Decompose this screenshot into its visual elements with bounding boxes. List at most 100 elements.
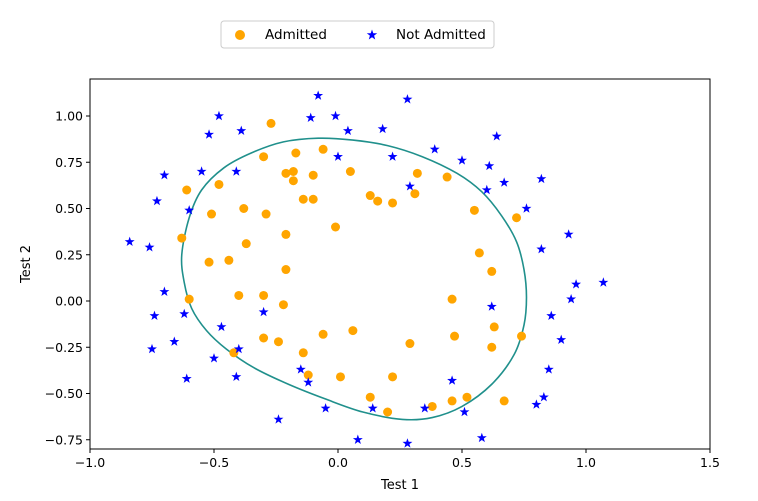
point-admitted [266,118,276,128]
point-not-admitted [184,205,195,215]
point-admitted [308,170,318,180]
point-not-admitted [295,364,306,374]
point-not-admitted [459,406,470,417]
y-tick-label: −0.50 [45,386,83,401]
point-not-admitted [486,301,497,311]
point-admitted [273,337,283,347]
x-tick-label: 0.0 [328,455,348,470]
point-not-admitted [556,334,567,345]
y-tick-label: −0.25 [45,340,83,355]
point-admitted [499,396,509,406]
point-not-admitted [305,112,316,123]
point-not-admitted [367,403,378,413]
point-not-admitted [147,343,157,354]
point-not-admitted [159,286,170,296]
legend-marker-not-admitted [366,29,378,40]
point-admitted [214,179,224,189]
x-tick-label: −1.0 [75,455,105,470]
x-tick-label: −0.5 [199,455,229,470]
point-admitted [259,152,269,162]
point-not-admitted [546,310,557,321]
point-admitted [288,167,298,176]
point-not-admitted [429,144,440,154]
data-points-layer [124,90,609,448]
point-not-admitted [566,293,577,304]
point-not-admitted [333,151,343,161]
point-not-admitted [231,166,242,176]
point-admitted [487,266,497,276]
y-tick-label: 1.00 [55,109,83,124]
point-admitted [239,204,249,213]
y-tick-label: 0.25 [55,247,83,262]
y-tick-label: 0.75 [55,155,83,170]
point-not-admitted [179,308,190,319]
point-not-admitted [476,432,487,443]
point-not-admitted [214,110,224,121]
point-not-admitted [124,236,135,247]
point-admitted [469,205,479,215]
point-admitted [224,255,234,265]
point-admitted [450,331,460,341]
point-not-admitted [342,125,353,136]
decision-boundary-curve [180,137,528,421]
point-not-admitted [152,195,162,206]
point-not-admitted [258,306,269,317]
y-tick-label: 0.50 [55,201,83,216]
point-not-admitted [236,125,247,136]
point-admitted [365,392,375,402]
point-admitted [345,167,355,176]
point-not-admitted [531,399,542,409]
point-admitted [427,401,437,411]
x-tick-label: 1.0 [576,455,596,470]
point-not-admitted [484,160,495,171]
point-not-admitted [419,403,430,413]
point-admitted [241,239,251,249]
point-not-admitted [543,364,554,374]
decision-boundary-layer [180,137,528,421]
point-not-admitted [144,242,155,252]
point-not-admitted [231,371,242,382]
point-not-admitted [387,151,398,161]
point-not-admitted [196,166,207,176]
x-axis-label: Test 1 [380,478,419,493]
point-not-admitted [538,392,549,402]
point-admitted [204,257,214,267]
point-admitted [474,248,484,258]
plot-frame [89,78,711,450]
legend-label-not-admitted: Not Admitted [396,27,486,43]
point-admitted [462,392,472,402]
legend-label-admitted: Admitted [265,27,327,43]
point-admitted [487,342,497,352]
point-admitted [281,265,291,275]
point-admitted [308,194,318,204]
point-not-admitted [377,123,388,134]
point-admitted [373,196,383,206]
point-not-admitted [404,181,415,191]
point-admitted [288,176,298,186]
point-admitted [331,222,341,232]
point-admitted [383,407,393,417]
point-admitted [447,294,457,304]
point-admitted [365,191,375,201]
point-admitted [177,233,187,243]
point-admitted [388,372,398,382]
point-admitted [182,185,192,195]
point-admitted [234,290,244,300]
point-admitted [259,290,269,300]
point-admitted [348,326,358,336]
point-not-admitted [598,277,609,287]
point-not-admitted [204,129,214,139]
point-not-admitted [499,177,510,187]
point-admitted [318,144,328,154]
point-not-admitted [313,90,324,100]
point-not-admitted [536,173,547,184]
point-admitted [447,396,457,406]
point-admitted [207,209,217,219]
point-admitted [489,322,499,332]
point-admitted [229,348,239,358]
point-not-admitted [303,377,314,387]
point-not-admitted [481,184,492,195]
y-axis-label: Test 2 [19,245,34,284]
point-admitted [442,172,452,182]
